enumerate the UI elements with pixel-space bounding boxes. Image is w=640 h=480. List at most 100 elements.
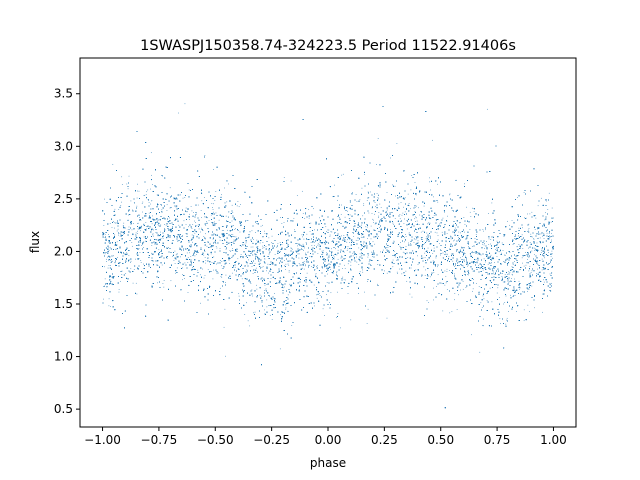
data-point xyxy=(228,259,230,261)
data-point xyxy=(306,262,308,263)
data-point xyxy=(401,273,403,275)
data-point xyxy=(552,277,553,279)
data-point xyxy=(214,221,215,223)
data-point xyxy=(406,228,408,230)
data-point xyxy=(162,283,164,284)
data-point xyxy=(356,261,358,263)
data-point xyxy=(296,195,298,197)
data-point xyxy=(322,267,324,269)
data-point xyxy=(185,233,187,234)
data-point xyxy=(326,231,327,232)
data-point xyxy=(285,269,286,270)
data-point xyxy=(244,243,246,245)
data-point xyxy=(374,202,376,203)
data-point xyxy=(309,231,311,232)
data-point xyxy=(471,334,472,336)
data-point xyxy=(216,263,218,265)
data-point xyxy=(450,238,452,240)
data-point xyxy=(511,266,513,268)
data-point xyxy=(246,269,248,271)
data-point xyxy=(393,240,395,242)
data-point xyxy=(419,214,421,216)
data-point xyxy=(410,208,411,210)
data-point xyxy=(158,240,159,242)
data-point xyxy=(415,221,416,222)
data-point xyxy=(319,295,321,296)
data-point xyxy=(133,229,135,230)
data-point xyxy=(236,239,237,240)
data-point xyxy=(414,207,416,208)
data-point xyxy=(367,254,369,256)
data-point xyxy=(179,236,181,238)
data-point xyxy=(172,255,173,257)
data-points xyxy=(102,103,554,409)
data-point xyxy=(496,240,498,242)
data-point xyxy=(148,212,150,214)
data-point xyxy=(246,302,247,304)
data-point xyxy=(205,233,206,235)
data-point xyxy=(522,227,523,229)
data-point xyxy=(356,201,358,202)
data-point xyxy=(326,252,327,254)
data-point xyxy=(139,217,140,218)
data-point xyxy=(125,259,127,261)
data-point xyxy=(215,243,217,244)
data-point xyxy=(437,235,439,237)
data-point xyxy=(161,264,163,266)
data-point xyxy=(256,288,258,290)
data-point xyxy=(293,217,295,219)
data-point xyxy=(225,355,226,357)
data-point xyxy=(454,227,456,229)
data-point xyxy=(417,242,419,244)
data-point xyxy=(430,189,431,191)
data-point xyxy=(472,270,474,272)
data-point xyxy=(182,267,184,269)
data-point xyxy=(208,242,209,243)
data-point xyxy=(357,231,359,233)
data-point xyxy=(106,261,107,262)
data-point xyxy=(393,241,395,243)
data-point xyxy=(358,264,360,265)
data-point xyxy=(240,254,242,255)
data-point xyxy=(537,260,539,262)
data-point xyxy=(386,244,387,246)
data-point xyxy=(514,278,515,280)
data-point xyxy=(346,241,348,243)
data-point xyxy=(543,238,545,239)
data-point xyxy=(214,200,216,201)
data-point xyxy=(434,231,436,233)
data-point xyxy=(525,217,527,219)
data-point xyxy=(147,189,149,191)
data-point xyxy=(370,225,372,227)
data-point xyxy=(417,240,419,242)
data-point xyxy=(370,264,372,266)
data-point xyxy=(551,253,553,255)
data-point xyxy=(368,197,370,198)
data-point xyxy=(465,287,467,288)
data-point xyxy=(232,234,234,236)
data-point xyxy=(152,233,154,235)
data-point xyxy=(440,282,442,284)
data-point xyxy=(322,308,324,310)
data-point xyxy=(333,256,335,258)
data-point xyxy=(231,250,233,251)
data-point xyxy=(385,212,387,214)
data-point xyxy=(534,307,535,309)
data-point xyxy=(551,282,552,284)
data-point xyxy=(537,228,538,230)
data-point xyxy=(131,242,133,243)
data-point xyxy=(482,318,484,320)
data-point xyxy=(255,243,257,244)
data-point xyxy=(143,224,145,226)
data-point xyxy=(151,253,153,255)
data-point xyxy=(279,281,281,283)
data-point xyxy=(203,277,205,279)
data-point xyxy=(281,287,282,288)
data-point xyxy=(525,264,527,266)
data-point xyxy=(285,308,287,310)
data-point xyxy=(231,256,233,258)
data-point xyxy=(271,242,273,244)
data-point xyxy=(432,260,434,262)
data-point xyxy=(543,293,545,295)
data-point xyxy=(282,287,284,289)
